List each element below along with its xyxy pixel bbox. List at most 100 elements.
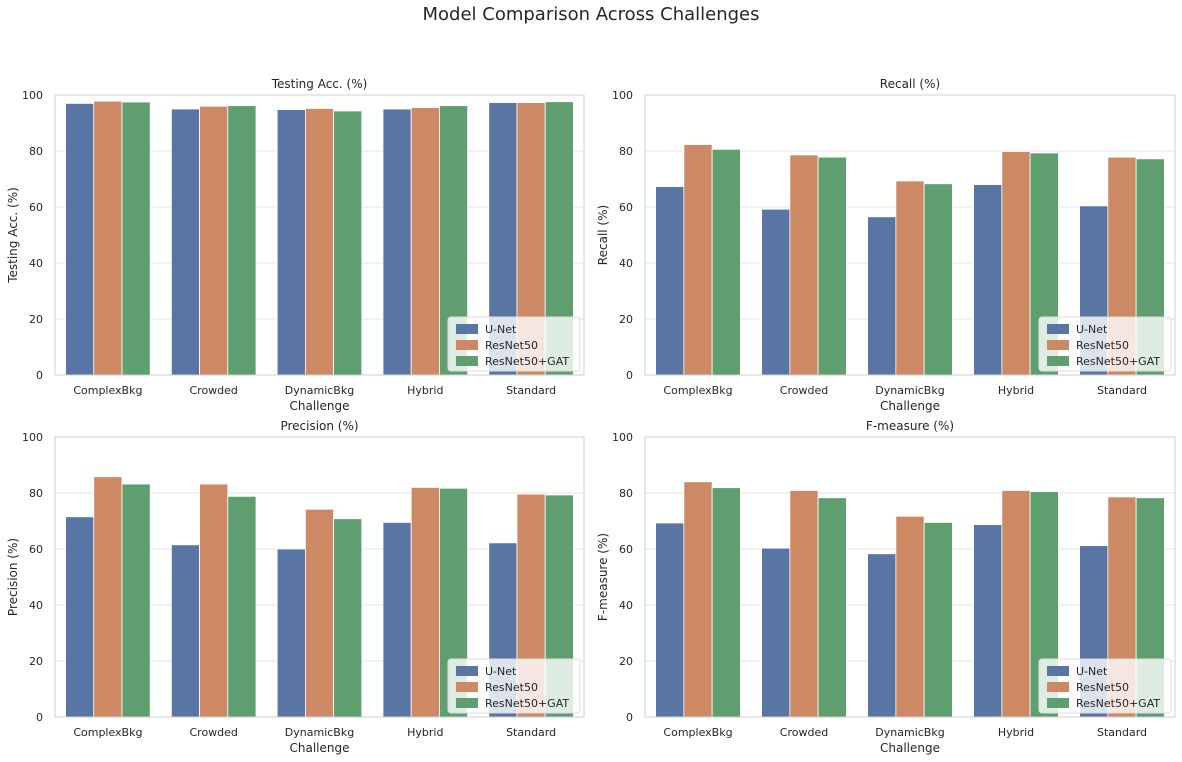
panel-2-xtick-label: ComplexBkg <box>663 384 732 397</box>
panel-3-bar-u-net <box>170 544 200 718</box>
panel-2-title: Recall (%) <box>880 77 940 91</box>
panel-1-bar-u-net <box>170 108 200 376</box>
panel-3-ytick-label: 100 <box>22 431 43 444</box>
figure-suptitle: Model Comparison Across Challenges <box>422 4 759 25</box>
panel-1-bar-u-net <box>382 108 412 376</box>
panel-4-ytick-label: 60 <box>619 543 633 556</box>
panel-2-bar-u-net <box>973 184 1003 376</box>
panel-1-legend <box>447 316 581 372</box>
panel-3-bar-resnet50 <box>199 483 229 718</box>
panel-3-ytick-label: 20 <box>29 655 43 668</box>
panel-1-legend-label: ResNet50 <box>485 339 538 352</box>
panel-4-xlabel: Challenge <box>880 741 940 755</box>
panel-4-bar-resnet50-gat <box>923 522 953 718</box>
panel-2-legend <box>1038 316 1172 372</box>
panel-1-ytick-label: 20 <box>29 313 43 326</box>
panel-2-legend-swatch-resnet50 <box>1047 340 1069 350</box>
panel-4-frame <box>644 436 1176 718</box>
panel-3-xtick-label: Standard <box>506 726 556 739</box>
panel-1-bar-resnet50 <box>93 100 123 376</box>
panel-2-xtick-label: Hybrid <box>998 384 1034 397</box>
panel-3-xtick-label: Crowded <box>189 726 237 739</box>
panel-4-legend-swatch-resnet50-gat <box>1047 698 1069 708</box>
panel-3-bar-resnet50 <box>304 508 335 718</box>
panel-4-xtick-label: Standard <box>1097 726 1147 739</box>
panel-2-xtick-label: Standard <box>1097 384 1147 397</box>
panel-1-legend-label: U-Net <box>485 323 517 336</box>
panel-4-xtick-label: Hybrid <box>998 726 1034 739</box>
panel-3-xtick-label: DynamicBkg <box>285 726 354 739</box>
panel-4-legend-swatch-u-net <box>1047 666 1069 676</box>
panel-2-bar-resnet50 <box>1001 151 1031 376</box>
panel-2-legend-swatch-resnet50-gat <box>1047 356 1069 366</box>
panel-2-ytick-label: 100 <box>612 89 633 102</box>
panel-3-bar-resnet50-gat <box>227 495 257 718</box>
panel-1-title: Testing Acc. (%) <box>271 77 368 91</box>
panel-4-legend-label: ResNet50 <box>1076 681 1129 694</box>
panel-1-bar-u-net <box>276 109 306 376</box>
panel-2-bar-resnet50-gat <box>923 183 953 376</box>
panel-1-bar-resnet50-gat <box>227 105 257 376</box>
panel-3-legend-swatch-u-net <box>456 666 478 676</box>
panel-4-legend-swatch-resnet50 <box>1047 682 1069 692</box>
panel-3-legend-swatch-resnet50 <box>456 682 478 692</box>
panel-1-xlabel: Challenge <box>290 399 350 413</box>
panel-1-bar-resnet50 <box>410 107 440 376</box>
panel-4-bar-resnet50 <box>789 490 819 718</box>
panel-2-legend-label: U-Net <box>1076 323 1108 336</box>
panel-2-legend-label: ResNet50 <box>1076 339 1129 352</box>
panel-3-bar-u-net <box>276 548 306 718</box>
panel-4-bar-resnet50 <box>895 515 925 718</box>
panel-1-xtick-label: DynamicBkg <box>285 384 354 397</box>
panel-1-ytick-label: 80 <box>29 145 43 158</box>
panel-4-xtick-label: ComplexBkg <box>663 726 732 739</box>
panel-1-legend-label: ResNet50+GAT <box>485 355 569 368</box>
panel-2-bar-resnet50-gat <box>711 148 741 376</box>
panel-1-bar-resnet50-gat <box>121 101 151 376</box>
panel-3-xtick-label: ComplexBkg <box>73 726 142 739</box>
panel-4-ytick-label: 40 <box>619 599 633 612</box>
panel-4-xtick-label: Crowded <box>780 726 828 739</box>
panel-4-bar-resnet50-gat <box>817 497 847 718</box>
panel-3-bar-resnet50 <box>410 486 440 718</box>
panel-2-ytick-label: 80 <box>619 145 633 158</box>
panel-3-legend-label: ResNet50 <box>485 681 538 694</box>
panel-3-ytick-label: 80 <box>29 487 43 500</box>
panel-3-xtick-label: Hybrid <box>407 726 443 739</box>
panel-4-legend <box>1038 658 1172 714</box>
panel-2-bar-u-net <box>655 186 685 376</box>
panel-3-ylabel: Precision (%) <box>6 538 20 616</box>
panel-4-title: F-measure (%) <box>866 419 954 433</box>
panel-4-ytick-label: 100 <box>612 431 633 444</box>
panel-4-legend-label: ResNet50+GAT <box>1076 697 1160 710</box>
panel-3-ytick-label: 40 <box>29 599 43 612</box>
panel-2-frame <box>644 94 1176 376</box>
panel-4-xtick-label: DynamicBkg <box>875 726 944 739</box>
panel-1-frame <box>54 94 585 376</box>
panel-2-ylabel: Recall (%) <box>596 205 610 265</box>
panel-4-ytick-label: 20 <box>619 655 633 668</box>
panel-2-xtick-label: Crowded <box>780 384 828 397</box>
panel-2-bar-resnet50 <box>789 154 819 376</box>
panel-1-xtick-label: Standard <box>506 384 556 397</box>
panel-2-ytick-label: 40 <box>619 257 633 270</box>
panel-4-ytick-label: 80 <box>619 487 633 500</box>
panel-3-legend <box>447 658 581 714</box>
panel-1-ytick-label: 40 <box>29 257 43 270</box>
panel-4-bar-resnet50-gat <box>711 487 741 718</box>
panel-3-bar-resnet50-gat <box>121 483 151 718</box>
panel-3-bar-resnet50 <box>93 476 123 718</box>
panel-4-bar-resnet50 <box>683 481 713 718</box>
panel-3-bar-resnet50-gat <box>333 518 363 718</box>
panel-2-legend-swatch-u-net <box>1047 324 1069 334</box>
panel-1-ytick-label: 0 <box>36 369 43 382</box>
panel-4-bar-u-net <box>973 524 1003 718</box>
panel-4-ytick-label: 0 <box>626 711 633 724</box>
panel-1-bar-resnet50 <box>304 108 335 376</box>
panel-3-xlabel: Challenge <box>290 741 350 755</box>
panel-2-legend-label: ResNet50+GAT <box>1076 355 1160 368</box>
panel-2-bar-resnet50 <box>683 144 713 376</box>
panel-4-bar-resnet50 <box>1001 490 1031 718</box>
panel-1-bar-resnet50-gat <box>333 110 363 376</box>
panel-4-bar-u-net <box>867 553 897 718</box>
